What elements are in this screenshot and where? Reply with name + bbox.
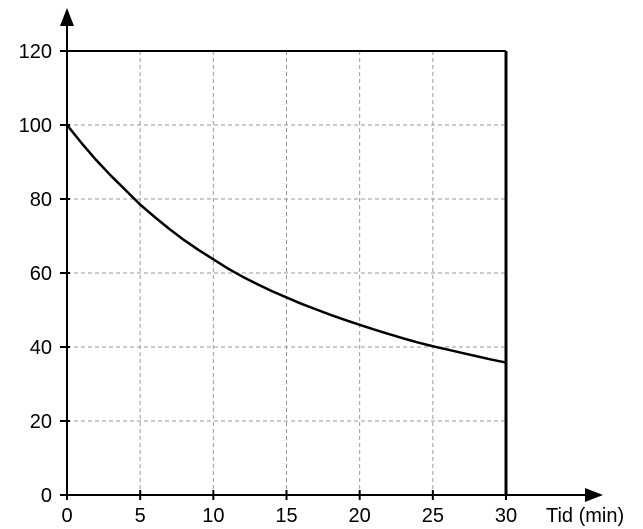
- x-axis-arrow: [585, 488, 603, 502]
- y-tick-label: 100: [19, 115, 52, 137]
- x-tick-label: 10: [202, 505, 224, 527]
- axes: [60, 8, 603, 502]
- series-group: [66, 124, 507, 364]
- y-tick-label: 20: [30, 411, 52, 433]
- y-tick-label: 80: [30, 189, 52, 211]
- x-tick-label: 25: [422, 505, 444, 527]
- y-axis-arrow: [60, 8, 74, 26]
- y-tick-label: 0: [41, 485, 52, 507]
- x-tick-label: 15: [275, 505, 297, 527]
- x-tick-label: 30: [495, 505, 517, 527]
- y-tick-label: 120: [19, 41, 52, 63]
- ticks: 0 5 10 15 20 25 30 0 20 40 60 80 100 120: [19, 41, 518, 527]
- y-tick-label: 60: [30, 263, 52, 285]
- x-tick-label: 0: [61, 505, 72, 527]
- series-line: [66, 124, 507, 364]
- x-tick-label: 5: [135, 505, 146, 527]
- x-tick-label: 20: [349, 505, 371, 527]
- plot-frame: [67, 50, 508, 495]
- grid: [67, 51, 506, 495]
- x-axis-label: Tid (min): [546, 505, 624, 527]
- y-tick-label: 40: [30, 337, 52, 359]
